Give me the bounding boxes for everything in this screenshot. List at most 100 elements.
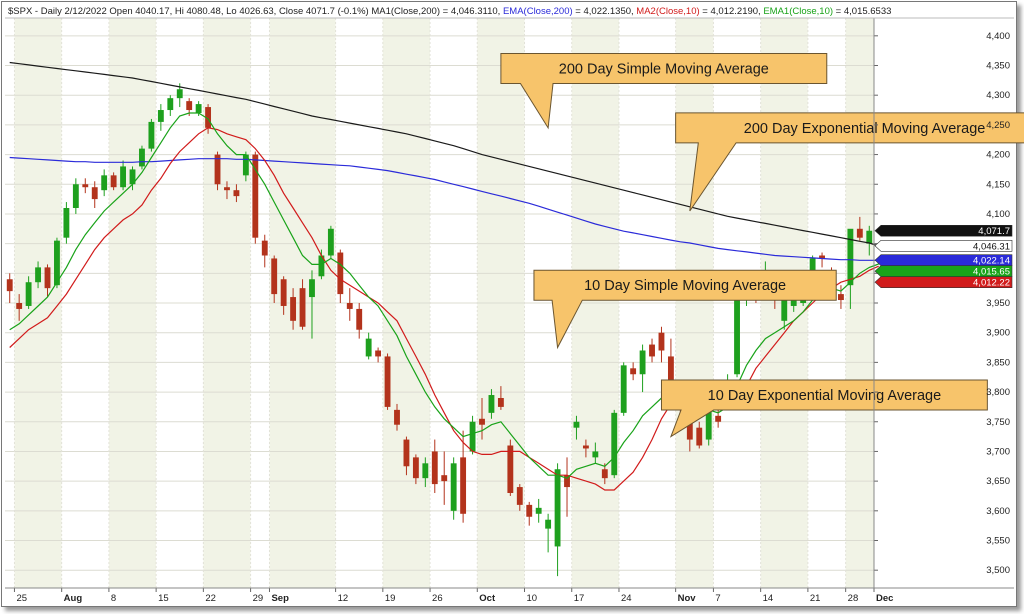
candle-body [233,190,240,197]
candle-body [620,365,627,413]
callout-label: 200 Day Simple Moving Average [559,61,769,77]
candle-body [431,451,438,485]
candle-body [205,107,212,128]
y-tick-label: 3,700 [986,446,1010,457]
price-label: 4,012.22 [874,276,1013,289]
y-tick-label: 4,350 [986,61,1010,72]
x-tick-label: 10 [527,593,538,604]
candle-body [375,350,382,357]
x-tick-label: 8 [111,593,116,604]
callout-label: 10 Day Exponential Moving Average [708,388,942,404]
candle-body [790,300,797,306]
x-tick-label: 21 [810,593,821,604]
x-tick-label: 22 [205,593,216,604]
candle-body [186,101,193,111]
price-label-box [874,240,1013,252]
candle-body [582,445,589,449]
candle-body [573,421,580,428]
price-label: 4,046.31 [874,240,1013,252]
x-tick-label: 7 [715,593,720,604]
x-tick-label: Nov [678,593,697,604]
candle-body [176,89,183,99]
candle-body [309,279,315,298]
y-tick-label: 3,550 [986,536,1010,547]
header-segment: $SPX - Daily 2/12/2022 Open 4040.17, Hi … [8,6,500,17]
candle-body [6,279,13,292]
candle-body [261,240,268,256]
header-segment: = 4,022.1350, [573,6,634,17]
candle-body [54,240,60,286]
candle-body [167,98,174,111]
candle-body [35,267,41,283]
candle-body [479,418,485,425]
candle-body [252,154,259,238]
price-label-box [874,276,1013,288]
x-tick-label: 29 [253,593,264,604]
candle-body [214,154,221,185]
chart-header: $SPX - Daily 2/12/2022 Open 4040.17, Hi … [8,6,891,17]
candle-body [686,415,693,440]
axes: 3,500 3,550 3,600 3,650 3,700 3,750 3,800 3,850… [5,17,1014,604]
callout-label: 200 Day Exponential Moving Average [744,121,986,137]
candle-body [412,457,419,479]
candle-body [25,282,32,306]
candle-body [327,228,334,256]
candle-body [299,288,306,327]
y-tick-label: 4,250 [986,120,1010,131]
candle-body [856,228,863,238]
candles [6,83,873,577]
y-tick-label: 4,400 [986,31,1010,42]
y-tick-label: 3,750 [986,417,1010,428]
candle-body [601,469,608,479]
candle-body [441,475,448,482]
candle-body [497,398,504,407]
candle-body [507,445,514,493]
candle-body [535,507,542,514]
price-label-box [874,254,1013,266]
candle-body [639,350,646,375]
candle-body [545,519,552,529]
x-tick-label: Sep [271,593,289,604]
x-tick-label: 26 [432,593,443,604]
y-tick-label: 3,500 [986,565,1010,576]
candle-body [139,148,145,167]
candle-body [271,258,278,295]
candle-body [394,409,400,425]
candle-body [526,504,533,517]
candle-body [630,368,637,375]
price-label-box [874,224,1013,237]
y-tick-label: 3,850 [986,357,1010,368]
candle-body [422,463,429,479]
candle-body [781,300,788,321]
x-tick-label: 24 [621,593,632,604]
x-tick-label: 25 [16,593,27,604]
candle-body [44,267,51,289]
candle-body [460,457,467,514]
candle-body [564,475,570,488]
candle-body [224,187,230,191]
candle-body [611,412,618,476]
candle-body [554,469,561,547]
candle-body [592,451,599,458]
price-label-text: 4,022.14 [973,256,1010,267]
candle-body [72,184,79,208]
candle-body [516,487,523,505]
y-tick-label: 4,200 [986,150,1010,161]
header-segment: EMA1(Close,10) [761,6,833,17]
last-price-labels: 4,071.7 4,046.31 4,022.144,015.654,012.22 [874,224,1013,289]
candle-body [809,258,816,277]
x-tick-label: 19 [385,593,396,604]
candle-body [63,208,70,238]
candle-body [866,230,873,244]
candle-body [101,175,108,191]
candle-body [318,255,325,277]
candle-body [110,175,117,188]
x-tick-label: 15 [158,593,169,604]
candle-body [129,169,136,185]
header-segment: MA2(Close,10) [634,6,700,17]
y-tick-label: 4,150 [986,179,1010,190]
candle-body [658,332,665,351]
y-tick-label: 4,300 [986,90,1010,101]
candle-body [488,395,495,413]
